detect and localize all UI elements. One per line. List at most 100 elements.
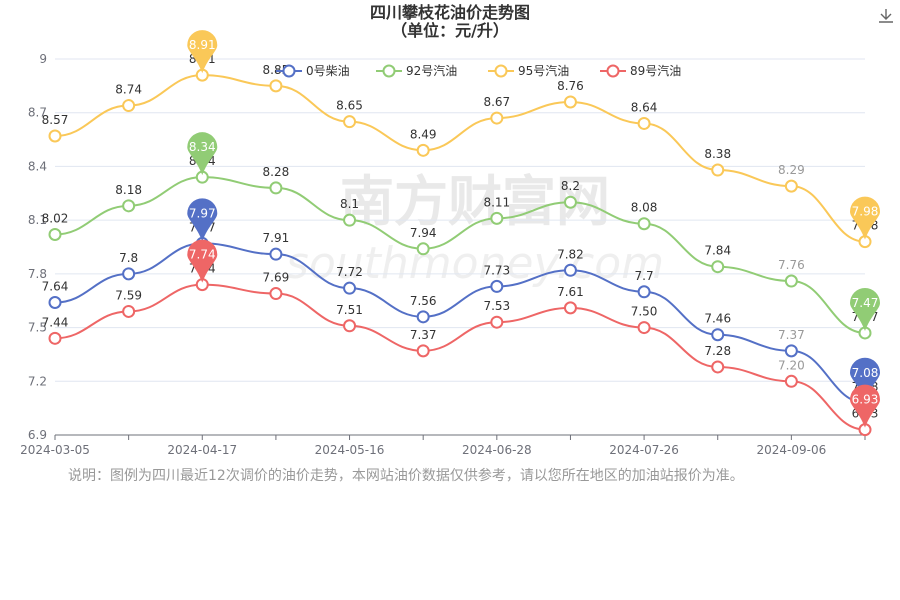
legend-symbol xyxy=(606,64,620,78)
data-label: 8.85 xyxy=(263,63,290,77)
data-point xyxy=(490,279,504,293)
data-label: 8.57 xyxy=(42,113,69,127)
data-label: 8.74 xyxy=(115,83,142,97)
data-label: 7.84 xyxy=(704,244,731,258)
data-point xyxy=(48,129,62,143)
legend-label: 92号汽油 xyxy=(406,63,457,78)
chart-note: 说明：图例为四川最近12次调价的油价走势，本网站油价数据仅供参考，请以您所在地区… xyxy=(68,468,744,484)
data-point xyxy=(416,344,430,358)
x-tick-label: 2024-05-16 xyxy=(315,443,385,457)
x-tick-label: 2024-06-28 xyxy=(462,443,532,457)
legend-symbol xyxy=(282,64,296,78)
line-chart: 6.9 7.2 7.5 7.8 8.1 8.4 8.7 9 2024-03-05 2024-04-… xyxy=(20,30,880,457)
series-line xyxy=(54,283,866,431)
data-label: 7.53 xyxy=(483,299,510,313)
data-label: 7.82 xyxy=(557,247,584,261)
marker-pin-shape xyxy=(850,384,880,428)
data-label: 8.65 xyxy=(336,99,363,113)
data-point xyxy=(343,213,357,227)
data-label: 7.64 xyxy=(42,280,69,294)
marker-pin: 7.98 xyxy=(850,196,880,240)
legend-label: 89号汽油 xyxy=(630,63,681,78)
data-point xyxy=(490,211,504,225)
marker-pin-shape xyxy=(850,287,880,331)
data-label: 8.2 xyxy=(561,179,580,193)
marker-pin-shape xyxy=(850,196,880,240)
marker-pin-shape xyxy=(187,198,218,242)
data-point xyxy=(711,163,725,177)
y-tick-label: 8.4 xyxy=(28,159,47,173)
marker-pin-label: 6.93 xyxy=(852,393,879,407)
marker-pin-label: 7.74 xyxy=(189,248,216,262)
data-point xyxy=(563,95,577,109)
y-tick-label: 6.9 xyxy=(28,428,47,442)
data-point xyxy=(637,217,651,231)
data-label: 7.72 xyxy=(336,265,363,279)
data-label: 7.94 xyxy=(410,226,437,240)
data-label: 8.1 xyxy=(340,197,359,211)
legend-item-1[interactable]: 0号柴油 xyxy=(276,64,350,78)
series-1: 7.647.87.977.917.727.567.737.827.77.467.… xyxy=(42,220,878,410)
data-label: 7.51 xyxy=(336,303,363,317)
data-label: 8.64 xyxy=(631,100,658,114)
series-3: 8.578.748.918.858.658.498.678.768.648.38… xyxy=(42,52,878,249)
data-label: 7.28 xyxy=(704,344,731,358)
data-label: 7.37 xyxy=(410,328,437,342)
download-icon[interactable] xyxy=(876,6,896,26)
legend-item-2[interactable]: 92号汽油 xyxy=(376,63,457,78)
data-label: 8.08 xyxy=(631,201,658,215)
data-label: 8.76 xyxy=(557,79,584,93)
data-label: 7.50 xyxy=(631,305,658,319)
marker-pin: 8.34 xyxy=(187,132,218,176)
y-tick-label: 8.7 xyxy=(28,106,47,120)
data-label: 7.69 xyxy=(263,271,290,285)
data-point xyxy=(343,115,357,129)
data-label: 8.28 xyxy=(263,165,290,179)
series-line xyxy=(54,242,866,404)
data-label: 7.76 xyxy=(778,258,805,272)
y-tick-label: 7.5 xyxy=(28,321,47,335)
marker-pin-shape xyxy=(187,239,218,283)
data-label: 8.49 xyxy=(410,127,437,141)
data-point xyxy=(416,310,430,324)
x-tick-label: 2024-09-06 xyxy=(756,443,826,457)
data-label: 7.56 xyxy=(410,294,437,308)
data-point xyxy=(490,111,504,125)
legend-item-3[interactable]: 95号汽油 xyxy=(488,63,569,78)
data-label: 7.44 xyxy=(42,315,69,329)
data-point xyxy=(122,267,136,281)
marker-pin-shape xyxy=(187,30,218,74)
legend-item-4[interactable]: 89号汽油 xyxy=(600,63,681,78)
data-point xyxy=(343,281,357,295)
data-point xyxy=(416,143,430,157)
data-point xyxy=(269,247,283,261)
marker-pin-label: 7.08 xyxy=(852,366,879,380)
data-point xyxy=(122,304,136,318)
marker-pin-label: 7.97 xyxy=(189,206,216,220)
data-point xyxy=(563,263,577,277)
marker-pin-label: 8.34 xyxy=(189,140,216,154)
marker-pin: 8.91 xyxy=(187,30,218,74)
data-label: 8.67 xyxy=(483,95,510,109)
data-label: 8.11 xyxy=(483,195,510,209)
chart-title-block: 四川攀枝花油价走势图 （单位：元/升） xyxy=(0,4,900,40)
data-label: 7.46 xyxy=(704,312,731,326)
marker-pin: 7.08 xyxy=(850,357,880,401)
marker-pin-shape xyxy=(850,357,880,401)
y-tick-label: 7.8 xyxy=(28,267,47,281)
data-point xyxy=(269,181,283,195)
marker-pin: 7.47 xyxy=(850,287,880,331)
marker-pin-label: 7.98 xyxy=(852,205,879,219)
data-point xyxy=(711,360,725,374)
data-point xyxy=(416,242,430,256)
data-point xyxy=(563,301,577,315)
marker-pin-label: 8.91 xyxy=(189,38,216,52)
x-tick-label: 2024-04-17 xyxy=(167,443,237,457)
data-point xyxy=(48,331,62,345)
y-tick-label: 9 xyxy=(39,52,47,66)
data-point xyxy=(637,116,651,130)
data-point xyxy=(122,199,136,213)
data-point xyxy=(711,328,725,342)
data-point xyxy=(269,287,283,301)
data-label: 7.61 xyxy=(557,285,584,299)
